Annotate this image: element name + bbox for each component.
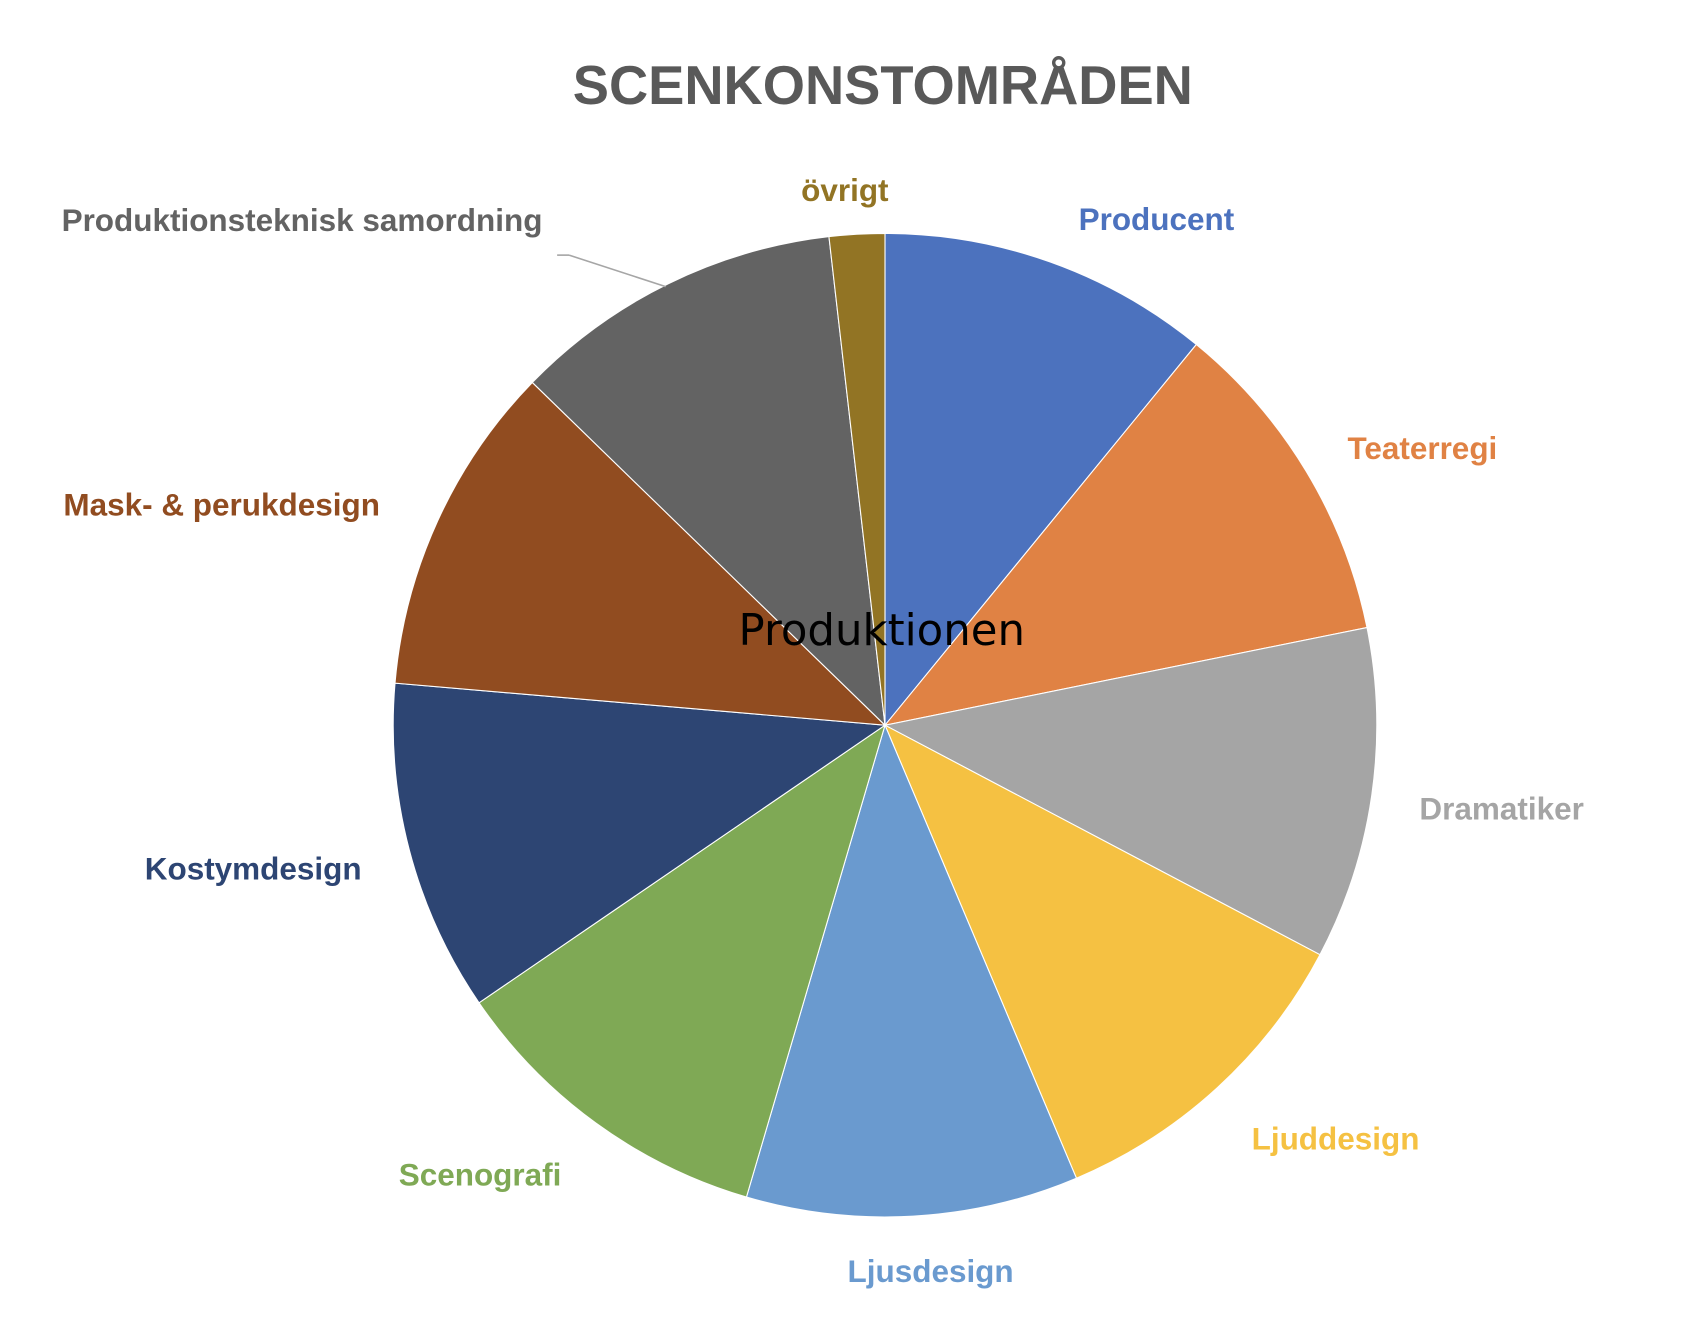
pie-slice-ljuddesign [883,724,1321,1179]
data-label: Mask- & perukdesign [63,488,380,523]
pie-slice-övrigt [828,232,886,726]
data-label: Dramatiker [1419,792,1583,827]
data-label: Ljuddesign [1252,1122,1420,1157]
pie-slice-dramatiker [883,626,1378,956]
pie-slice-producent [884,232,1198,727]
data-label: Kostymdesign [145,851,362,886]
data-label: Scenografi [399,1157,562,1192]
pie-slice-kostymdesign [392,682,887,1004]
chart-title: SCENKONSTOMRÅDEN [573,55,1193,116]
pie-slice-teaterregi [883,343,1368,727]
data-label: övrigt [801,173,889,208]
pie-slice-scenografi [478,723,886,1198]
pie-slice-produktionsteknisk-samordning [531,236,886,727]
pie-slice-mask-perukdesign [394,381,887,726]
data-label: Teaterregi [1347,431,1497,466]
leader-line [568,254,666,288]
data-label: Produktionsteknisk samordning [62,203,543,238]
center-annotation: Produktionen [739,606,1025,656]
data-label: Producent [1079,202,1235,237]
data-label: Ljusdesign [848,1254,1014,1289]
pie-slice-ljusdesign [745,723,1078,1218]
